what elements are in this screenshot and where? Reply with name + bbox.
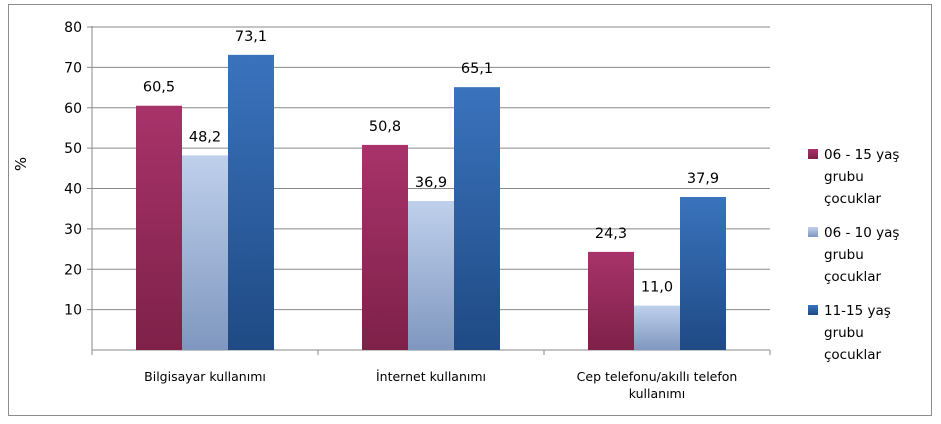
legend-label: grubu	[824, 247, 864, 263]
data-label: 11,0	[641, 280, 673, 296]
data-label: 36,9	[415, 175, 447, 191]
bar-2-0	[228, 54, 274, 350]
bar-0-1	[362, 144, 408, 350]
y-axis-label: %	[12, 157, 30, 171]
legend-label: grubu	[824, 169, 864, 185]
x-category-label: kullanımı	[629, 386, 685, 401]
y-tick-label: 10	[64, 303, 82, 319]
y-tick-label: 30	[64, 222, 82, 238]
bar-2-2	[680, 196, 726, 350]
bar-0-2	[588, 251, 634, 350]
legend-label: çocuklar	[824, 347, 882, 363]
bar-0-0	[136, 105, 182, 350]
y-tick-label: 20	[64, 262, 82, 278]
data-label: 48,2	[189, 129, 221, 145]
bar-2-1	[454, 87, 500, 350]
y-tick-label: 80	[64, 20, 82, 36]
data-label: 24,3	[595, 226, 627, 242]
bar-1-2	[634, 305, 680, 350]
data-label: 37,9	[687, 171, 719, 187]
x-category-label: Bilgisayar kullanımı	[144, 369, 266, 384]
legend: 06 - 15 yaş grubu çocuklar 06 - 10 yaş grubu…	[808, 147, 899, 363]
x-category-label: İnternet kullanımı	[376, 369, 486, 384]
legend-label: grubu	[824, 325, 864, 341]
x-category-label: Cep telefonu/akıllı telefon	[577, 369, 738, 384]
legend-swatch	[808, 149, 818, 159]
data-labels: 60,5 48,2 73,1 50,8 36,9 65,1 24,3 11,0 37,9	[143, 29, 719, 296]
bar-1-0	[182, 155, 228, 350]
legend-label: çocuklar	[824, 269, 882, 285]
y-tick-label: 70	[64, 60, 82, 76]
legend-swatch	[808, 305, 818, 315]
y-tick-label: 40	[64, 182, 82, 198]
legend-label: çocuklar	[824, 191, 882, 207]
legend-label: 06 - 10 yaş	[824, 225, 899, 241]
axes: 10 20 30 40 50 60 70 80 Bilgisayar kullanımı İnte…	[64, 20, 771, 401]
y-tick-label: 50	[64, 141, 82, 157]
data-label: 60,5	[143, 80, 175, 96]
legend-label: 06 - 15 yaş	[824, 147, 899, 163]
legend-swatch	[808, 227, 818, 237]
data-label: 50,8	[369, 119, 401, 135]
data-label: 65,1	[461, 61, 493, 77]
bar-1-1	[408, 201, 454, 350]
bars	[136, 54, 726, 350]
y-tick-label: 60	[64, 101, 82, 117]
data-label: 73,1	[235, 29, 267, 45]
legend-label: 11-15 yaş	[824, 303, 891, 319]
